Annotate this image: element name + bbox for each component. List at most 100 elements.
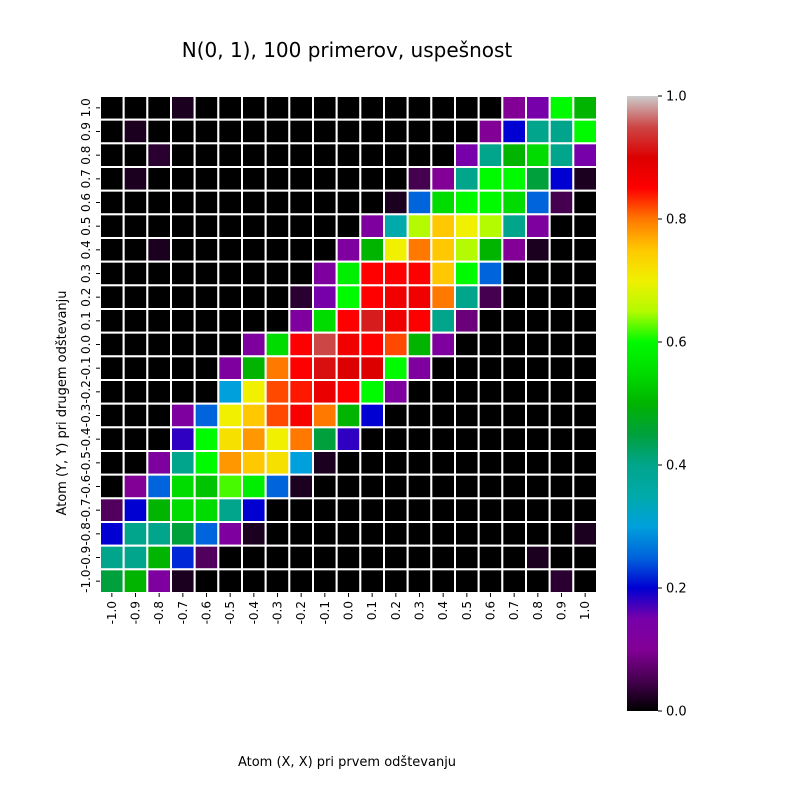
- heatmap-cell: [525, 568, 551, 594]
- heatmap-cell: [359, 544, 386, 571]
- heatmap-cell: [99, 521, 125, 547]
- heatmap-cell: [454, 426, 480, 453]
- heatmap-cell: [383, 308, 409, 334]
- heatmap-cell: [241, 237, 267, 263]
- y-tick-label: 0.5: [79, 217, 93, 236]
- heatmap-cell: [406, 473, 433, 500]
- heatmap-cell: [454, 379, 480, 405]
- heatmap-cell: [501, 95, 528, 121]
- heatmap-cell: [359, 426, 386, 453]
- x-tick-label: 0.0: [342, 601, 356, 620]
- heatmap-cell: [383, 166, 409, 192]
- heatmap-cell: [241, 497, 267, 524]
- heatmap-cell: [122, 473, 149, 500]
- heatmap-cell: [335, 284, 362, 311]
- heatmap-cell: [525, 450, 551, 476]
- heatmap-cell: [312, 355, 338, 382]
- heatmap-cell: [146, 213, 172, 239]
- heatmap-cell: [264, 95, 291, 121]
- heatmap-cell: [193, 166, 220, 192]
- heatmap-cell: [99, 95, 125, 121]
- y-tick-label: 0.1: [79, 311, 93, 330]
- heatmap-cell: [241, 568, 267, 594]
- heatmap-cell: [430, 237, 457, 263]
- heatmap-cell: [288, 402, 315, 429]
- x-tick-label: 0.3: [413, 601, 427, 620]
- heatmap-cell: [383, 284, 409, 311]
- heatmap-cell: [288, 95, 315, 121]
- heatmap-cell: [383, 355, 409, 382]
- heatmap-cell: [99, 260, 125, 287]
- heatmap-cell: [264, 544, 291, 571]
- heatmap-cell: [312, 260, 338, 287]
- heatmap-cell: [288, 426, 315, 453]
- x-tick-label: -0.3: [271, 601, 285, 624]
- x-tick-label: -0.8: [152, 601, 166, 624]
- heatmap-cell: [525, 95, 551, 121]
- heatmap-cell: [170, 237, 196, 263]
- heatmap-cell: [548, 95, 575, 121]
- heatmap-cell: [359, 95, 386, 121]
- heatmap-cell: [99, 379, 125, 405]
- heatmap-cell: [217, 521, 243, 547]
- heatmap-cell: [525, 189, 551, 216]
- heatmap-cell: [548, 189, 575, 216]
- heatmap-cell: [477, 189, 504, 216]
- x-tick-label: 0.2: [389, 601, 403, 620]
- heatmap-cell: [430, 284, 457, 311]
- heatmap-cell: [477, 379, 504, 405]
- heatmap-cell: [359, 497, 386, 524]
- y-tick-label: -0.8: [79, 522, 93, 545]
- heatmap-cell: [264, 260, 291, 287]
- heatmap-cell: [430, 497, 457, 524]
- heatmap-cell: [406, 166, 433, 192]
- heatmap-cell: [99, 237, 125, 263]
- heatmap-cell: [99, 331, 125, 358]
- heatmap-cell: [241, 544, 267, 571]
- heatmap-cell: [501, 544, 528, 571]
- heatmap-cell: [288, 521, 315, 547]
- heatmap-cell: [241, 284, 267, 311]
- heatmap-cell: [335, 544, 362, 571]
- heatmap-cell: [501, 331, 528, 358]
- heatmap-cell: [217, 473, 243, 500]
- heatmap-cell: [525, 166, 551, 192]
- heatmap-cell: [170, 260, 196, 287]
- heatmap-cell: [241, 473, 267, 500]
- heatmap-cell: [501, 260, 528, 287]
- heatmap-cell: [359, 355, 386, 382]
- heatmap-cell: [501, 308, 528, 334]
- heatmap-cell: [572, 379, 598, 405]
- heatmap-cell: [312, 95, 338, 121]
- heatmap-cell: [359, 521, 386, 547]
- heatmap-cell: [359, 142, 386, 168]
- heatmap-cell: [572, 497, 598, 524]
- heatmap-cell: [288, 237, 315, 263]
- x-tick-label: -1.0: [105, 601, 119, 624]
- heatmap-cell: [430, 166, 457, 192]
- y-tick-label: -0.1: [79, 356, 93, 379]
- heatmap-cell: [146, 379, 172, 405]
- heatmap-cell: [288, 568, 315, 594]
- heatmap-cell: [525, 544, 551, 571]
- heatmap-cell: [525, 402, 551, 429]
- heatmap-cell: [99, 213, 125, 239]
- heatmap-cell: [454, 237, 480, 263]
- heatmap-cell: [454, 213, 480, 239]
- heatmap-cell: [217, 331, 243, 358]
- heatmap-cell: [406, 142, 433, 168]
- heatmap-cell: [146, 473, 172, 500]
- heatmap-cell: [501, 213, 528, 239]
- heatmap-cell: [501, 568, 528, 594]
- heatmap-cell: [406, 497, 433, 524]
- y-tick-label: -0.7: [79, 498, 93, 521]
- heatmap-cell: [430, 450, 457, 476]
- heatmap-cell: [241, 166, 267, 192]
- heatmap-cell: [406, 450, 433, 476]
- heatmap-cell: [383, 142, 409, 168]
- heatmap-cell: [122, 308, 149, 334]
- y-tick-label: -0.9: [79, 546, 93, 569]
- heatmap-cell: [406, 331, 433, 358]
- heatmap-cell: [501, 142, 528, 168]
- colorbar-tick-label: 0.4: [666, 459, 687, 474]
